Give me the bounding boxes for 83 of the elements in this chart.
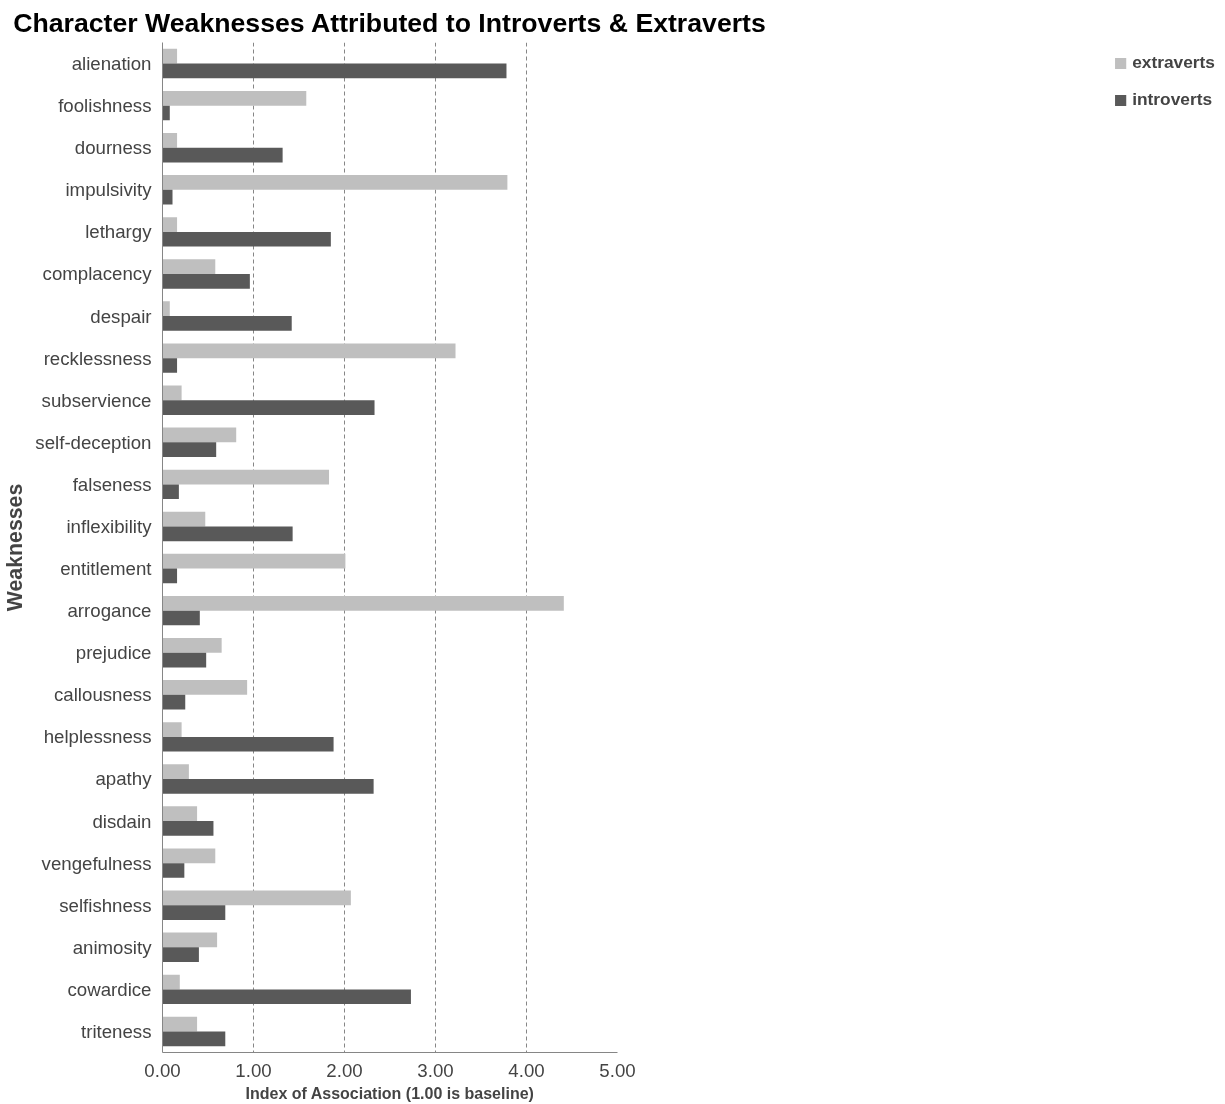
y-tick-label: apathy <box>95 768 153 790</box>
bar <box>162 105 170 121</box>
x-axis-title: Index of Association (1.00 is baseline) <box>245 1084 534 1102</box>
bar <box>162 947 199 963</box>
bar <box>162 1016 198 1032</box>
bar <box>162 722 182 737</box>
y-tick-label: entitlement <box>60 558 153 580</box>
bar <box>162 890 351 906</box>
bar <box>162 610 200 626</box>
y-tick-label: selfishness <box>59 894 152 916</box>
bar <box>162 358 178 373</box>
bar <box>162 526 293 542</box>
bar <box>162 132 178 148</box>
bar <box>162 778 374 794</box>
y-tick-label: triteness <box>80 1020 152 1042</box>
bar <box>162 694 186 710</box>
y-axis-title: Weaknesses <box>3 483 28 612</box>
bar <box>162 90 307 106</box>
y-tick-label: disdain <box>92 810 152 832</box>
y-tick-label: complacency <box>42 263 153 285</box>
y-tick-label: despair <box>90 305 152 327</box>
bar <box>162 484 179 500</box>
x-tick-label: 3.00 <box>417 1059 454 1081</box>
bar <box>162 469 330 485</box>
y-tick-label: prejudice <box>75 642 152 664</box>
bar <box>162 568 178 584</box>
y-tick-label: self-deception <box>35 431 152 453</box>
bar <box>162 553 346 569</box>
bar <box>162 442 217 458</box>
bar <box>162 806 198 822</box>
y-tick-label: falseness <box>72 473 152 495</box>
legend-label: introverts <box>1132 89 1213 110</box>
x-tick-label: 1.00 <box>235 1059 272 1081</box>
x-tick-label: 5.00 <box>599 1059 636 1081</box>
bar <box>162 637 222 653</box>
bar <box>162 231 331 247</box>
bar <box>162 273 250 289</box>
bar <box>162 316 292 331</box>
y-tick-label: lethargy <box>85 221 153 243</box>
bar <box>162 301 170 317</box>
y-tick-label: callousness <box>54 684 152 706</box>
y-tick-label: inflexibility <box>66 515 153 537</box>
bar <box>162 48 178 64</box>
y-tick-label: subservience <box>41 389 152 411</box>
bar <box>162 400 375 415</box>
bar <box>162 1031 226 1047</box>
y-tick-label: arrogance <box>67 600 152 622</box>
y-tick-label: helplessness <box>43 726 152 748</box>
bar <box>162 63 507 79</box>
y-tick-label: foolishness <box>58 95 152 117</box>
bar <box>162 511 206 527</box>
bar <box>162 147 283 163</box>
y-tick-label: alienation <box>71 53 152 75</box>
bar <box>162 989 411 1005</box>
bar <box>162 932 218 948</box>
y-tick-label: animosity <box>72 936 153 958</box>
bar <box>162 974 180 990</box>
y-tick-label: recklessness <box>43 347 152 369</box>
bar <box>162 848 216 864</box>
bar <box>162 385 182 401</box>
y-tick-label: cowardice <box>67 978 152 1000</box>
bar <box>162 652 207 668</box>
y-tick-label: dourness <box>74 137 152 159</box>
bar <box>162 217 178 232</box>
bar <box>162 427 237 443</box>
x-tick-label: 4.00 <box>508 1059 545 1081</box>
x-tick-label: 0.00 <box>144 1059 181 1081</box>
bar <box>162 680 248 695</box>
bar <box>162 905 226 920</box>
y-tick-label: impulsivity <box>65 179 153 201</box>
bar <box>162 189 173 205</box>
legend-label: extraverts <box>1132 52 1215 73</box>
bar <box>162 259 216 274</box>
bar <box>162 175 508 190</box>
x-tick-label: 2.00 <box>326 1059 363 1081</box>
bar <box>162 736 334 752</box>
y-tick-label: vengefulness <box>41 852 152 874</box>
bar <box>162 863 185 878</box>
chart-title: Character Weaknesses Attributed to Introverts & Extraverts <box>13 7 766 38</box>
bar <box>162 343 456 359</box>
bar <box>162 595 564 611</box>
bar <box>162 821 214 836</box>
bar <box>162 764 189 779</box>
